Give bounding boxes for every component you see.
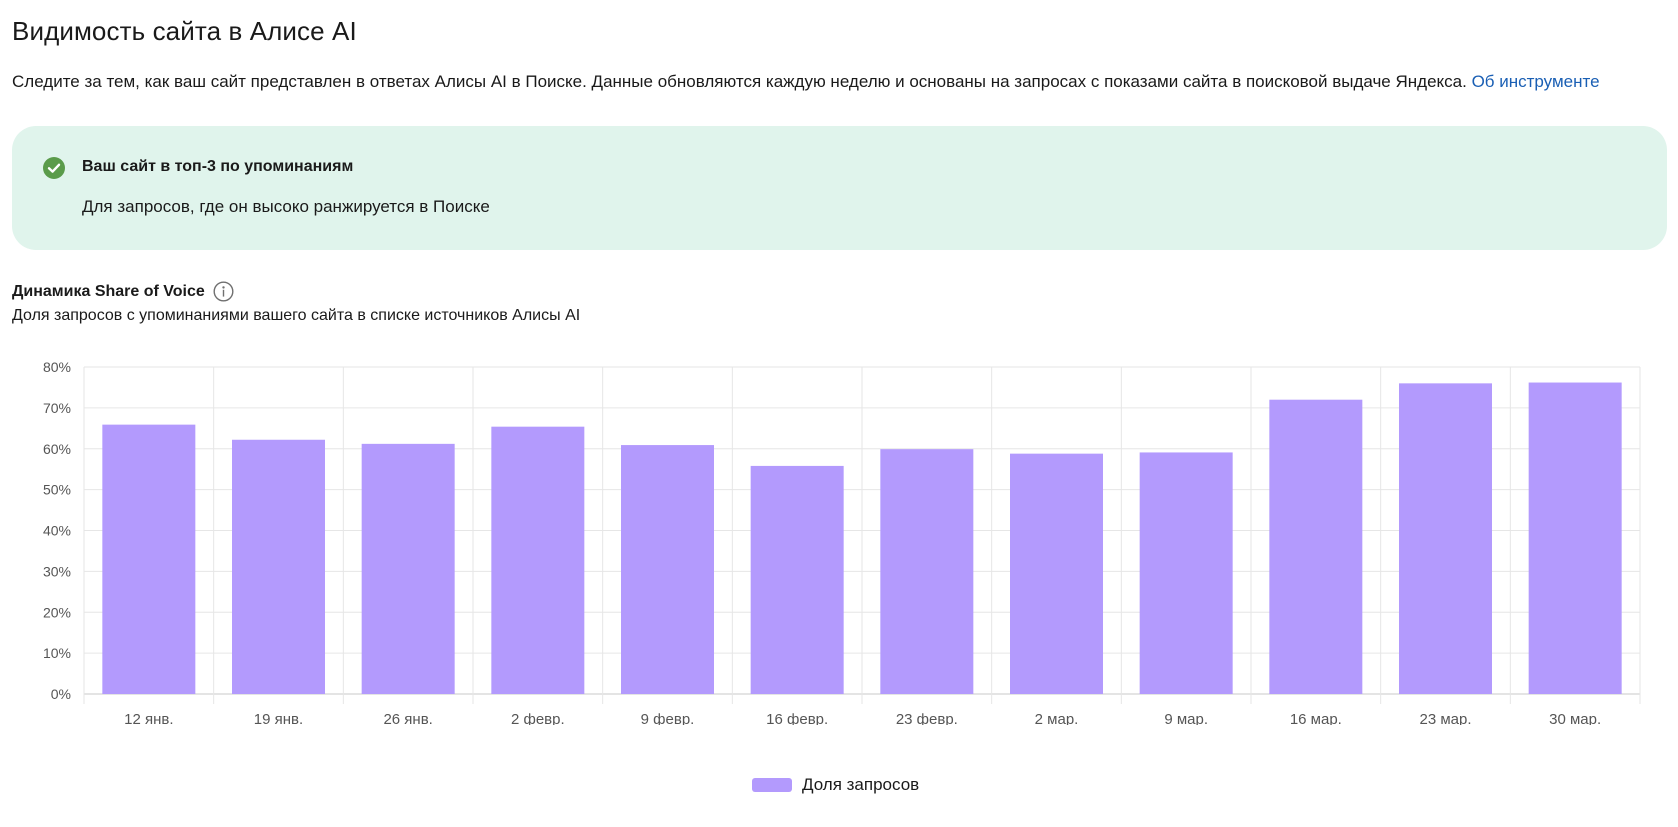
alert-title: Ваш сайт в топ-3 по упоминаниям bbox=[82, 158, 354, 175]
about-tool-link[interactable]: Об инструменте bbox=[1471, 72, 1600, 91]
y-tick-label: 60% bbox=[43, 441, 71, 457]
y-tick-label: 10% bbox=[43, 645, 71, 661]
y-tick-label: 30% bbox=[43, 563, 71, 579]
x-tick-label: 26 янв. bbox=[383, 711, 432, 725]
x-tick-label: 30 мар. bbox=[1549, 711, 1601, 725]
check-circle-icon bbox=[43, 157, 65, 179]
x-tick-label: 16 мар. bbox=[1290, 711, 1342, 725]
legend-label: Доля запросов bbox=[802, 775, 920, 794]
bar bbox=[1269, 399, 1363, 694]
y-tick-label: 40% bbox=[43, 523, 71, 539]
bar bbox=[232, 439, 325, 694]
bar bbox=[102, 424, 196, 694]
y-tick-label: 50% bbox=[43, 482, 71, 498]
bar bbox=[1399, 383, 1492, 694]
y-tick-label: 80% bbox=[43, 359, 71, 375]
bar bbox=[361, 443, 455, 694]
bar bbox=[1528, 382, 1622, 694]
x-tick-label: 2 мар. bbox=[1035, 711, 1079, 725]
page-title: Видимость сайта в Алисе AI bbox=[12, 16, 357, 46]
legend-swatch bbox=[752, 778, 792, 792]
bar bbox=[750, 465, 844, 694]
x-tick-label: 12 янв. bbox=[124, 711, 173, 725]
bar bbox=[621, 445, 714, 694]
bar bbox=[880, 449, 974, 694]
bar bbox=[1010, 453, 1103, 694]
bar bbox=[491, 426, 585, 694]
y-tick-label: 70% bbox=[43, 400, 71, 416]
x-tick-label: 16 февр. bbox=[766, 711, 828, 725]
chart-section-title: Динамика Share of Voice bbox=[12, 281, 234, 302]
bar bbox=[1139, 452, 1233, 694]
x-tick-label: 2 февр. bbox=[511, 711, 565, 725]
x-tick-label: 19 янв. bbox=[254, 711, 303, 725]
x-tick-label: 23 мар. bbox=[1419, 711, 1471, 725]
alert-text: Для запросов, где он высоко ранжируется … bbox=[82, 197, 490, 216]
y-tick-label: 0% bbox=[51, 686, 71, 702]
info-icon[interactable] bbox=[213, 281, 234, 302]
x-tick-label: 23 февр. bbox=[896, 711, 958, 725]
chart-title: Динамика Share of Voice bbox=[12, 282, 205, 300]
share-of-voice-chart: 0% 10% 20% 30% 40% 50% 60% 70% 80% 12 янв. 19 янв.… bbox=[43, 359, 1641, 725]
top3-alert: Ваш сайт в топ-3 по упоминаниям Для запр… bbox=[12, 126, 1667, 250]
x-tick-label: 9 мар. bbox=[1164, 711, 1208, 725]
x-tick-label: 9 февр. bbox=[641, 711, 695, 725]
chart-subtitle: Доля запросов с упоминаниями вашего сайт… bbox=[12, 307, 581, 324]
y-tick-label: 20% bbox=[43, 604, 71, 620]
chart-legend[interactable]: Доля запросов bbox=[752, 775, 919, 795]
description-text: Следите за тем, как ваш сайт представлен… bbox=[12, 72, 1467, 91]
page-description: Следите за тем, как ваш сайт представлен… bbox=[12, 72, 1600, 92]
